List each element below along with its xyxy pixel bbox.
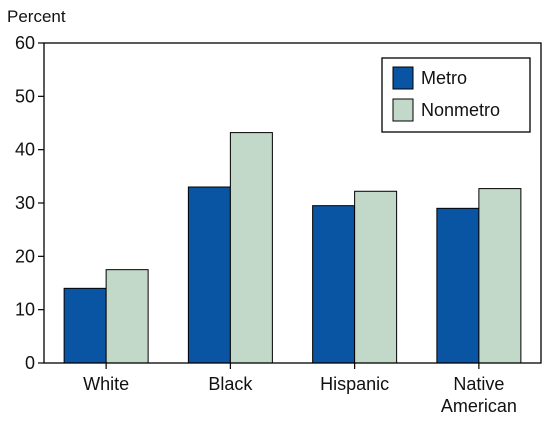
x-tick-label: Native American [441, 374, 517, 416]
legend-label: Metro [421, 68, 467, 88]
plot-frame [43, 42, 542, 364]
x-tick-label: Hispanic [320, 374, 389, 394]
legend-label: Nonmetro [421, 100, 500, 120]
bar-nonmetro-black [229, 132, 273, 364]
y-tick-label: 40 [15, 140, 35, 160]
x-tick-label-line: White [83, 374, 129, 394]
bar-nonmetro-white [105, 269, 149, 364]
y-tick-label: 50 [15, 86, 35, 106]
y-tick-label: 30 [15, 193, 35, 213]
y-tick-label: 20 [15, 246, 35, 266]
bar-nonmetro-hispanic [354, 190, 398, 364]
bar-metro-black [187, 186, 231, 364]
legend: Metro Nonmetro [381, 57, 531, 133]
y-axis-ticks: 0 10 20 30 40 50 60 [15, 33, 44, 373]
x-tick-label: Black [208, 374, 253, 394]
bar-metro-hispanic [312, 205, 356, 364]
y-tick-label: 60 [15, 33, 35, 53]
legend-swatch [392, 66, 414, 90]
x-tick-label-line: Black [208, 374, 253, 394]
y-axis-title: Percent [7, 7, 66, 26]
x-tick-label-line: American [441, 396, 517, 416]
x-tick-label-line: Hispanic [320, 374, 389, 394]
bar-nonmetro-native-american [478, 188, 522, 364]
x-tick-label-line: Native [453, 374, 504, 394]
y-tick-label: 10 [15, 300, 35, 320]
y-tick-label: 0 [25, 353, 35, 373]
x-axis-labels: White Black Hispanic Native American [83, 363, 517, 416]
bar-metro-native-american [436, 207, 480, 364]
bars [63, 132, 522, 364]
x-tick-label: White [83, 374, 129, 394]
legend-swatch [392, 98, 414, 122]
bar-metro-white [63, 287, 107, 364]
